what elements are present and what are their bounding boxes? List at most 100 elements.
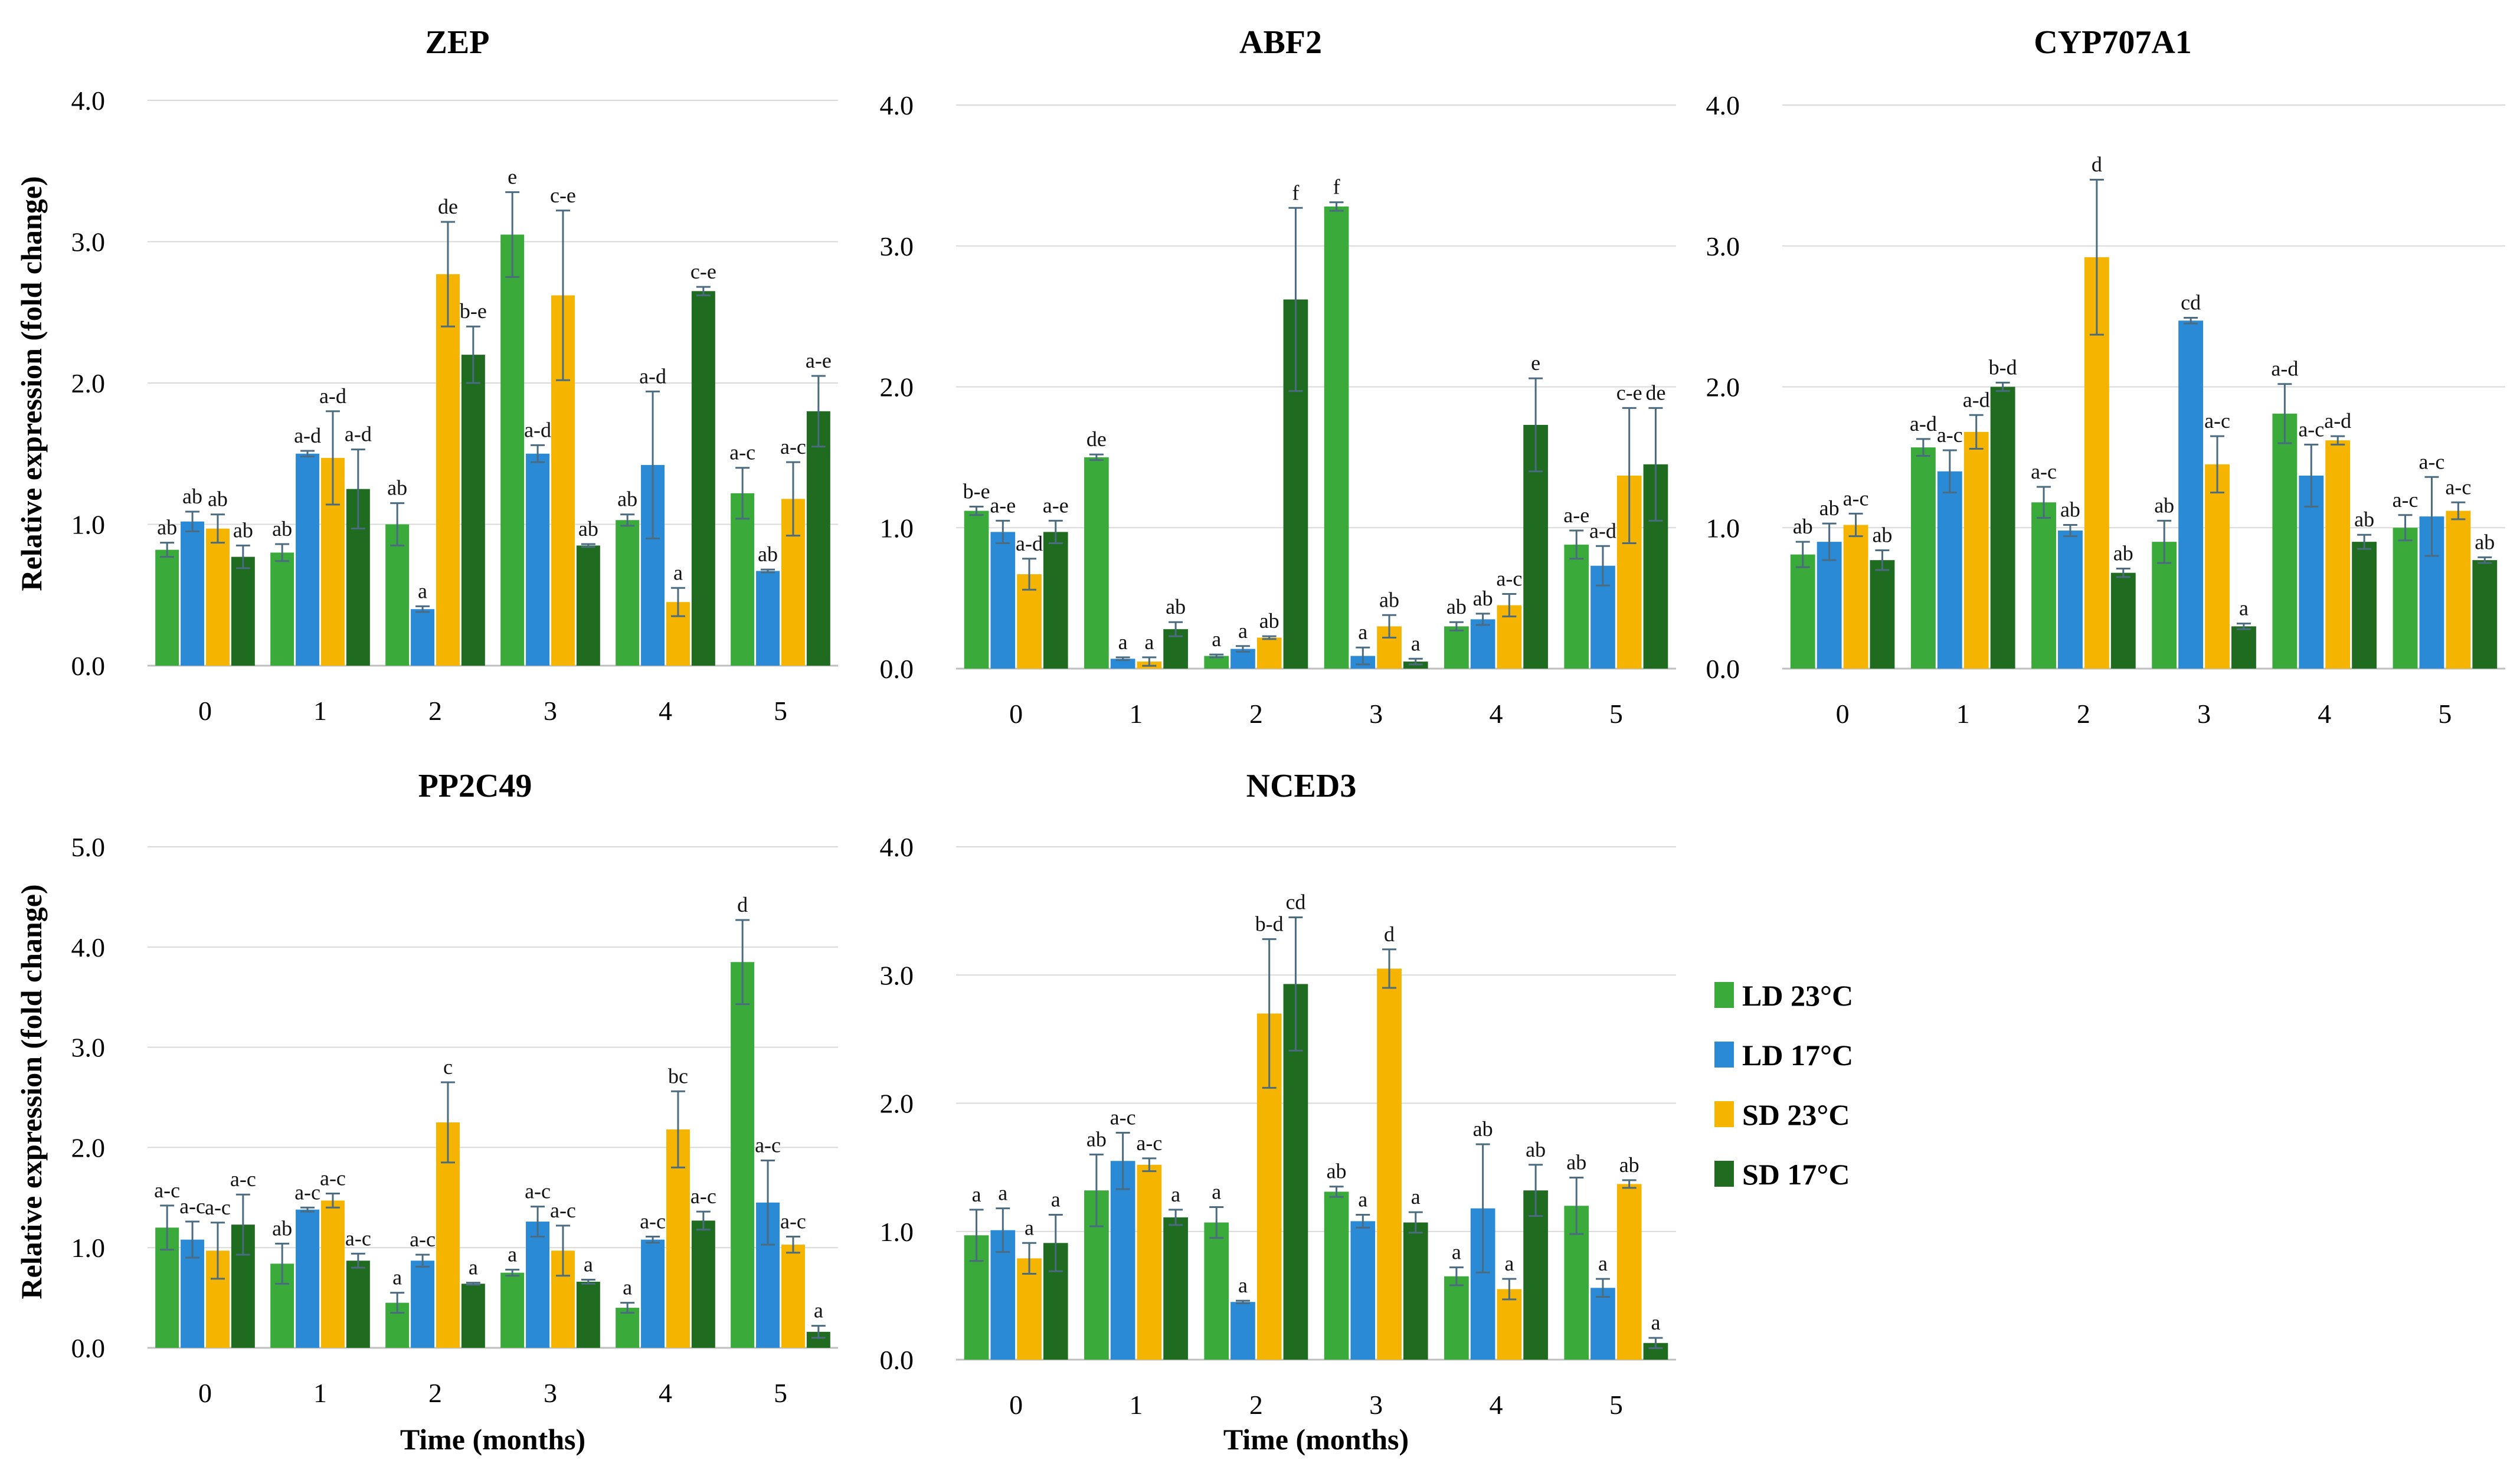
significance-label: a bbox=[1358, 1188, 1367, 1212]
bar bbox=[1137, 1164, 1162, 1360]
significance-label: a-c bbox=[780, 435, 806, 459]
significance-label: a bbox=[469, 1256, 478, 1279]
significance-label: ab bbox=[208, 487, 228, 511]
significance-label: a bbox=[1025, 1216, 1034, 1239]
x-tick-label: 4 bbox=[659, 696, 672, 726]
significance-label: ab bbox=[1526, 1138, 1546, 1161]
significance-label: a-c bbox=[729, 441, 755, 464]
legend-swatch bbox=[1714, 1101, 1734, 1127]
bar bbox=[270, 552, 294, 666]
bar bbox=[1377, 968, 1402, 1360]
y-tick-label: 0.0 bbox=[71, 651, 106, 681]
significance-label: a-d bbox=[2324, 409, 2351, 433]
bar bbox=[1497, 1289, 1522, 1360]
x-tick-label: 1 bbox=[313, 1378, 327, 1408]
significance-label: a bbox=[1651, 1311, 1660, 1334]
significance-label: a bbox=[1212, 627, 1221, 651]
significance-label: ab bbox=[1566, 1151, 1586, 1174]
bar bbox=[181, 521, 205, 666]
significance-label: c bbox=[443, 1055, 453, 1079]
significance-label: a-d bbox=[319, 384, 346, 408]
bar bbox=[1110, 1161, 1135, 1360]
x-tick-label: 1 bbox=[313, 696, 327, 726]
bar bbox=[385, 524, 410, 666]
bar bbox=[1790, 554, 1815, 669]
x-tick-label: 1 bbox=[1956, 699, 1970, 729]
x-tick-label: 5 bbox=[1609, 1390, 1623, 1420]
significance-label: a bbox=[418, 579, 427, 603]
bar bbox=[1043, 532, 1068, 669]
bar bbox=[411, 609, 435, 666]
x-tick-label: 0 bbox=[198, 1378, 212, 1408]
significance-label: b-e bbox=[963, 479, 990, 503]
bar bbox=[500, 234, 525, 666]
significance-label: a bbox=[584, 1253, 593, 1276]
significance-label: ab bbox=[1819, 496, 1840, 520]
significance-label: a bbox=[2239, 597, 2249, 620]
x-tick-label: 0 bbox=[198, 696, 212, 726]
significance-label: ab bbox=[1379, 588, 1399, 611]
bar bbox=[1590, 1288, 1615, 1360]
significance-label: a-d bbox=[639, 364, 666, 388]
significance-label: c-e bbox=[550, 184, 576, 207]
y-axis-label: Relative expression (fold change) bbox=[15, 176, 48, 591]
significance-label: a bbox=[1238, 619, 1248, 643]
significance-label: de bbox=[1086, 427, 1107, 451]
bar bbox=[1324, 1191, 1349, 1360]
bar bbox=[731, 962, 755, 1348]
bar bbox=[691, 1220, 715, 1348]
significance-label: b-d bbox=[1989, 355, 2017, 379]
bar bbox=[1990, 387, 2015, 669]
x-axis-label: Time (months) bbox=[400, 1423, 585, 1456]
significance-label: ab bbox=[272, 1216, 292, 1240]
x-tick-label: 3 bbox=[1369, 1390, 1383, 1420]
significance-label: a-c bbox=[780, 1210, 806, 1233]
bar bbox=[990, 532, 1016, 669]
bar bbox=[1444, 1276, 1469, 1360]
significance-label: a-c bbox=[1110, 1105, 1136, 1129]
significance-label: ab bbox=[758, 542, 778, 566]
bar bbox=[964, 510, 989, 669]
y-tick-label: 1.0 bbox=[880, 513, 914, 543]
significance-label: a-c bbox=[154, 1178, 180, 1202]
chart-title: ZEP bbox=[426, 24, 490, 61]
significance-label: a bbox=[1358, 620, 1367, 644]
legend-label: LD 23°C bbox=[1742, 979, 1853, 1012]
significance-label: ab bbox=[233, 518, 253, 542]
significance-label: b-d bbox=[1255, 912, 1284, 935]
bar bbox=[2352, 542, 2377, 669]
chart-title: PP2C49 bbox=[418, 768, 532, 804]
significance-label: a-d bbox=[294, 424, 321, 447]
significance-label: a-c bbox=[690, 1184, 716, 1208]
significance-label: a bbox=[1144, 630, 1154, 654]
x-tick-label: 3 bbox=[544, 1378, 557, 1408]
bar bbox=[1403, 1222, 1428, 1360]
significance-label: ab bbox=[2154, 493, 2174, 517]
bar bbox=[346, 1261, 370, 1348]
bar bbox=[2231, 626, 2256, 669]
significance-label: ab bbox=[1872, 523, 1892, 546]
chart-title: NCED3 bbox=[1246, 768, 1357, 804]
bar bbox=[2393, 528, 2418, 669]
bar bbox=[436, 274, 460, 666]
significance-label: a bbox=[1411, 631, 1421, 655]
significance-label: a bbox=[1171, 1183, 1180, 1206]
significance-label: a-e bbox=[806, 349, 832, 372]
bar bbox=[1470, 619, 1495, 669]
chart-title: ABF2 bbox=[1239, 24, 1322, 61]
significance-label: e bbox=[508, 165, 517, 189]
significance-label: a-e bbox=[1563, 503, 1589, 527]
x-tick-label: 1 bbox=[1130, 1390, 1143, 1420]
y-tick-label: 0.0 bbox=[880, 1345, 914, 1375]
bar bbox=[2205, 464, 2230, 669]
significance-label: ab bbox=[1327, 1160, 1347, 1183]
x-tick-label: 2 bbox=[428, 1378, 442, 1408]
bar bbox=[2031, 502, 2056, 669]
significance-label: a bbox=[1411, 1185, 1421, 1209]
y-tick-label: 2.0 bbox=[880, 372, 914, 402]
bar bbox=[1204, 1222, 1229, 1360]
y-tick-label: 1.0 bbox=[71, 1233, 106, 1263]
